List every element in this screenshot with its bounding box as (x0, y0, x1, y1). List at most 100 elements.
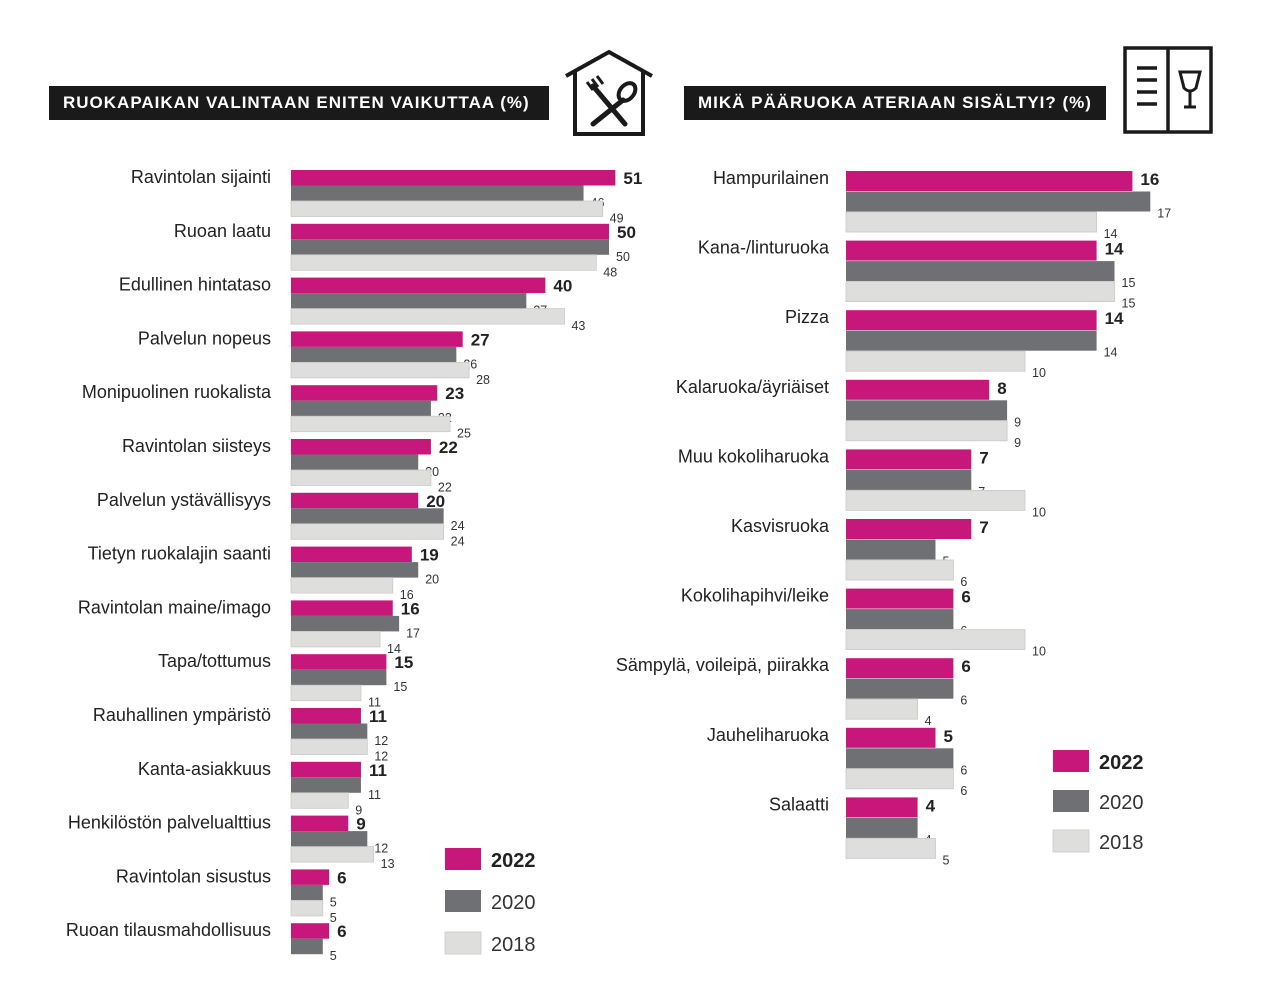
data-label-2020: 50 (616, 250, 630, 264)
bar-2022 (291, 869, 330, 885)
data-label-2018: 13 (381, 857, 395, 871)
data-label-2018: 6 (960, 784, 967, 798)
bar-2020 (846, 330, 1097, 351)
data-label-2022: 6 (337, 922, 346, 941)
bar-2022 (291, 385, 438, 401)
data-label-2022: 8 (997, 379, 1006, 398)
legend-label-2020: 2020 (491, 892, 536, 914)
bar-2018 (290, 200, 604, 217)
data-label-2018: 28 (476, 373, 490, 387)
bar-2020 (291, 293, 527, 309)
category-label: Tietyn ruokalajin saanti (88, 544, 271, 564)
data-label-2018: 9 (355, 803, 362, 817)
data-label-2022: 11 (369, 761, 387, 780)
data-label-2022: 23 (445, 384, 464, 403)
data-label-2018: 10 (1032, 505, 1046, 519)
bar-2022 (291, 277, 546, 294)
data-label-2022: 6 (961, 588, 970, 607)
left-bar-chart: Ravintolan sijainti 5 14 6 49 Ruoan laatu 50 50… (66, 167, 642, 963)
data-label-2020: 20 (425, 573, 439, 587)
bar-2022 (846, 240, 1097, 261)
bar-2018 (290, 900, 324, 917)
data-label-2022: 27 (471, 330, 490, 349)
data-label-2020: 6 (960, 763, 967, 777)
bar-2018 (845, 838, 936, 859)
bar-2018 (290, 415, 451, 433)
data-label-2018: 14 (387, 642, 401, 656)
data-label-2018: 22 (438, 481, 452, 495)
bar-2020 (846, 191, 1151, 212)
bar-2022 (291, 708, 361, 724)
bar-2018 (845, 698, 918, 720)
category-label: Sämpylä, voileipä, piirakka (616, 655, 830, 675)
category-label: Ravintolan sijainti (131, 167, 271, 187)
bar-2018 (290, 792, 349, 809)
category-label: Ruoan laatu (174, 221, 271, 241)
bar-2020 (291, 884, 323, 901)
data-label-2018: 11 (368, 696, 381, 710)
bar-2018 (845, 629, 1026, 650)
data-label-2022: 5 (944, 727, 953, 746)
data-label-2022: 16 (401, 599, 420, 618)
data-label-2018: 12 (374, 750, 388, 764)
bar-2022 (846, 310, 1097, 331)
data-label-2018: 5 (330, 911, 337, 925)
bar-2022 (846, 727, 936, 748)
data-label-2018: 10 (1032, 645, 1046, 659)
legend-label-2018: 2018 (491, 934, 536, 956)
category-label: Kokolihapihvi/leike (681, 586, 829, 606)
bar-2020 (291, 185, 584, 201)
legend-swatch-2022 (445, 848, 481, 870)
bar-2018 (290, 254, 597, 271)
data-label-2018: 9 (1014, 436, 1021, 450)
category-label: Ravintolan maine/imago (78, 597, 271, 617)
bar-2020 (291, 669, 387, 686)
left-chart-title: RUOKAPAIKAN VALINTAAN ENITEN VAIKUTTAA (… (49, 86, 549, 120)
menu-wine-glass-icon (1123, 46, 1213, 134)
data-label-2018: 49 (610, 212, 624, 226)
bar-2022 (291, 223, 609, 240)
data-label-2022: 50 (617, 223, 636, 242)
bar-2022 (291, 923, 330, 939)
category-label: Monipuolinen ruokalista (82, 382, 272, 402)
category-label: Hampurilainen (713, 168, 829, 188)
bar-2018 (845, 211, 1098, 233)
bar-2020 (291, 346, 457, 363)
data-label-2018: 10 (1032, 366, 1046, 380)
right-legend: 2022 2020 2018 (1052, 750, 1144, 854)
data-label-2020: 24 (451, 519, 465, 533)
category-label: Ruoan tilausmahdollisuus (66, 920, 271, 940)
bar-2020 (291, 239, 609, 255)
category-label: Palvelun ystävällisyys (97, 490, 271, 510)
category-label: Kalaruoka/äyriäiset (676, 377, 829, 397)
bar-2022 (291, 492, 419, 509)
bar-2020 (291, 508, 444, 524)
data-label-2022: 51 (623, 169, 642, 188)
bar-2020 (846, 539, 936, 560)
data-label-2018: 14 (1104, 227, 1118, 241)
bar-2018 (290, 631, 381, 648)
data-label-2020: 9 (1014, 415, 1021, 429)
bar-2020 (291, 723, 368, 739)
bar-2020 (846, 609, 954, 630)
bar-2022 (846, 519, 972, 539)
data-label-2018: 24 (451, 534, 465, 548)
data-label-2022: 40 (553, 277, 572, 296)
bar-2022 (291, 815, 349, 832)
data-label-2018: 25 (457, 427, 471, 441)
right-chart-title: MIKÄ PÄÄRUOKA ATERIAAN SISÄLTYI? (%) (684, 86, 1106, 120)
category-label: Tapa/tottumus (158, 651, 271, 671)
bar-2018 (290, 308, 565, 325)
data-label-2022: 14 (1105, 309, 1124, 328)
bar-2022 (291, 546, 412, 563)
category-label: Salaatti (769, 794, 829, 814)
bar-2020 (291, 615, 400, 632)
bar-2020 (846, 678, 954, 699)
category-label: Henkilöstön palvelualttius (68, 813, 271, 833)
bar-2020 (291, 400, 431, 417)
bar-2020 (291, 777, 361, 793)
bar-2020 (846, 261, 1115, 282)
legend-swatch-2020 (445, 890, 481, 912)
data-label-2022: 9 (356, 815, 365, 834)
